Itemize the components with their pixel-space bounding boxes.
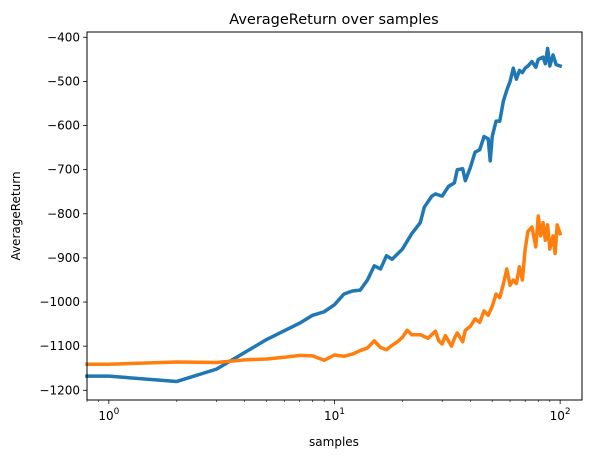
x-tick-label: 100	[98, 407, 119, 423]
series-line-1	[85, 46, 563, 384]
y-tick-label: −700	[47, 163, 80, 177]
y-axis-label: AverageReturn	[9, 171, 23, 260]
x-axis-label: samples	[309, 435, 359, 449]
series-layer	[85, 46, 563, 384]
y-tick-label: −800	[47, 207, 80, 221]
y-axis-ticks: −1200 −1100 −1000 −900 −800 −700 −600 −500 −400	[39, 30, 87, 397]
series-line-2	[85, 214, 563, 367]
y-tick-label: −1200	[39, 383, 80, 397]
y-tick-label: −500	[47, 74, 80, 88]
x-tick-label: 101	[324, 407, 345, 423]
y-tick-label: −1100	[39, 339, 80, 353]
y-tick-label: −900	[47, 251, 80, 265]
y-tick-label: −600	[47, 119, 80, 133]
y-tick-label: −1000	[39, 295, 80, 309]
plot-area-background	[87, 32, 582, 400]
x-tick-label: 102	[550, 407, 571, 423]
x-axis-ticks: 100 101 102	[86, 400, 571, 423]
y-tick-label: −400	[47, 30, 80, 44]
chart-title: AverageReturn over samples	[229, 12, 439, 28]
